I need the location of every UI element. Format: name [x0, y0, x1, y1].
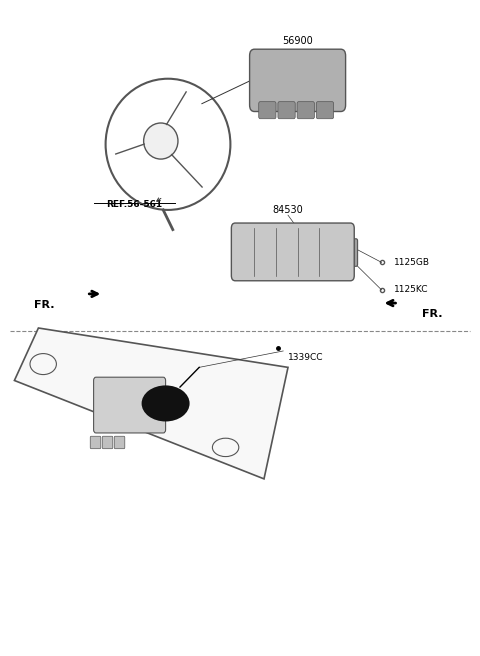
FancyBboxPatch shape: [297, 102, 314, 119]
FancyBboxPatch shape: [102, 436, 113, 449]
Ellipse shape: [144, 123, 178, 159]
Text: REF.56-561: REF.56-561: [107, 200, 162, 209]
Text: 1125KC: 1125KC: [394, 285, 428, 295]
FancyBboxPatch shape: [231, 223, 354, 281]
FancyBboxPatch shape: [234, 239, 247, 266]
Text: FR.: FR.: [422, 308, 443, 319]
FancyBboxPatch shape: [90, 436, 101, 449]
FancyBboxPatch shape: [114, 436, 125, 449]
FancyBboxPatch shape: [278, 102, 295, 119]
FancyBboxPatch shape: [316, 102, 334, 119]
Text: FR.: FR.: [34, 300, 54, 310]
Text: 56900: 56900: [282, 36, 313, 46]
Polygon shape: [14, 328, 288, 479]
Text: 84530: 84530: [273, 205, 303, 215]
FancyBboxPatch shape: [250, 49, 346, 112]
FancyBboxPatch shape: [344, 239, 358, 266]
Ellipse shape: [142, 385, 190, 421]
FancyBboxPatch shape: [259, 102, 276, 119]
Text: 1339CC: 1339CC: [288, 353, 324, 362]
Text: 1125GB: 1125GB: [394, 258, 430, 267]
FancyBboxPatch shape: [94, 377, 166, 433]
